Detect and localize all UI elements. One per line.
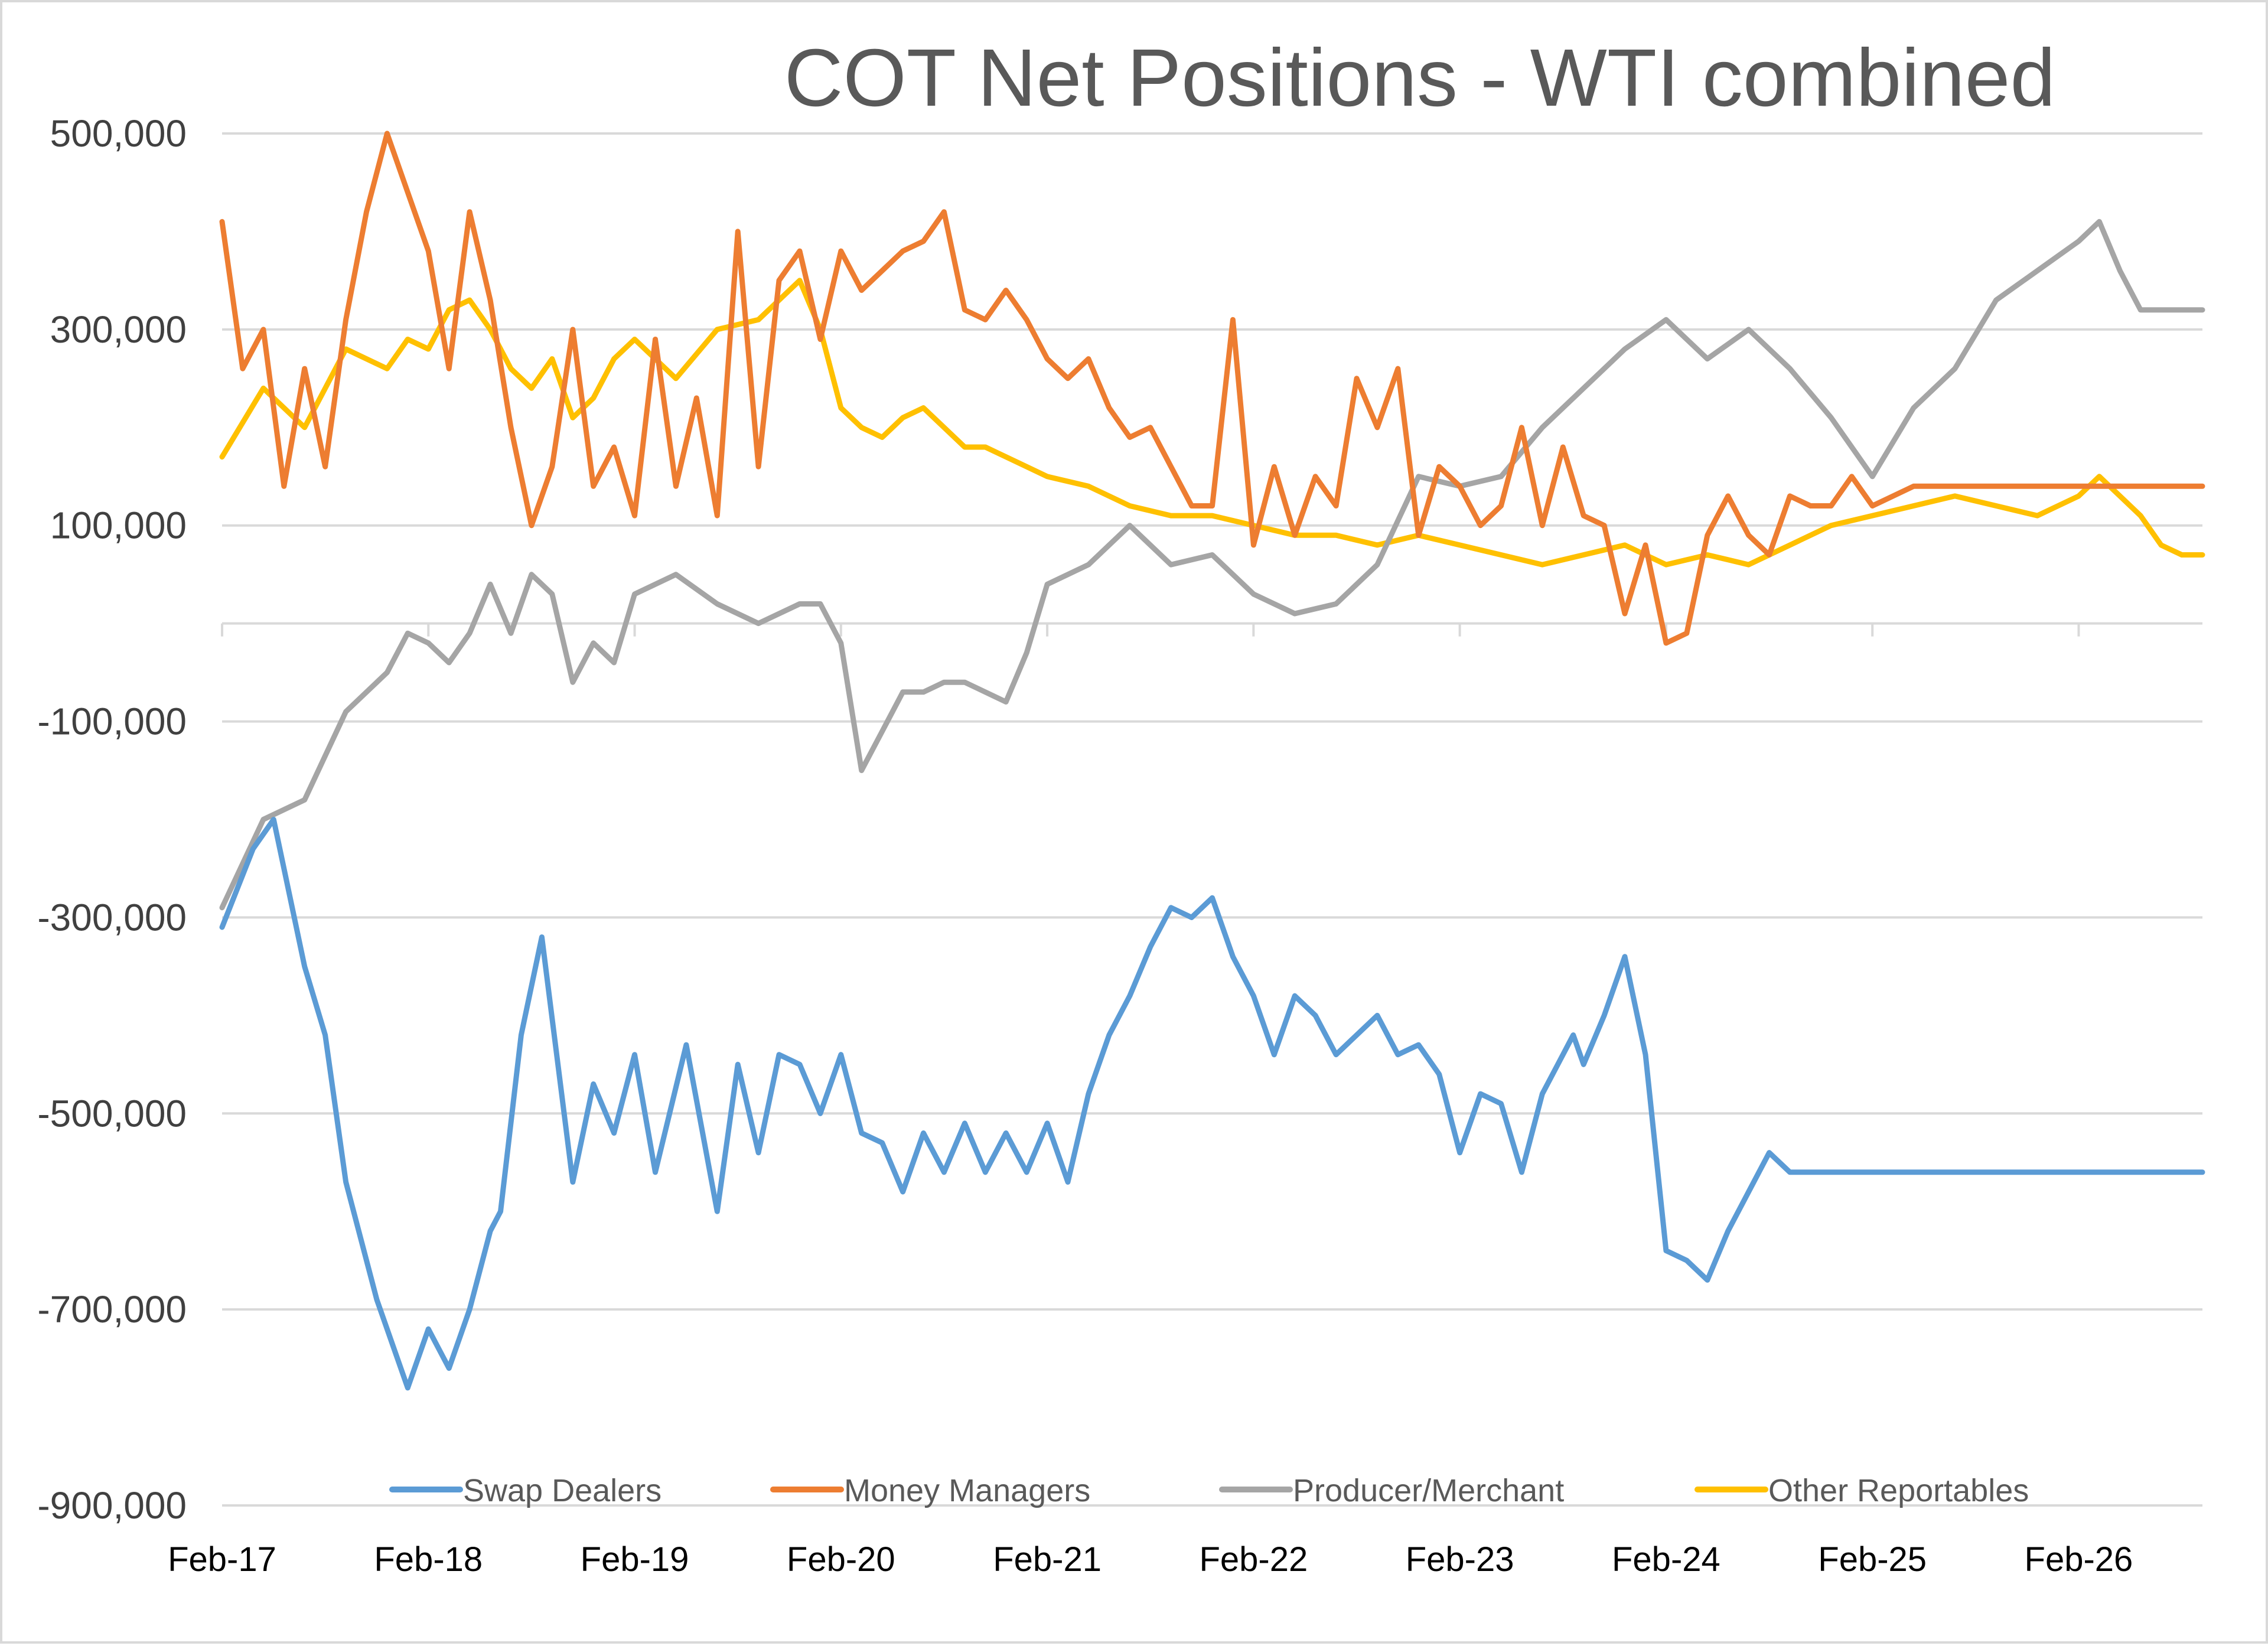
series-lines (219, 131, 2205, 1391)
x-axis-tick-labels: Feb-17 Feb-18 Feb-19 Feb-20 Feb-21 Feb-22 Feb-… (168, 1540, 2133, 1579)
legend-item-producer-merchant: Producer/Merchant (1219, 1473, 1564, 1508)
x-tick-label: Feb-22 (1199, 1540, 1308, 1579)
y-tick-label: -700,000 (37, 1288, 187, 1331)
grid-lines (222, 132, 2202, 1507)
y-tick-label: -500,000 (37, 1092, 187, 1135)
legend-item-other-reportables: Other Reportables (1695, 1473, 2029, 1508)
x-tick-label: Feb-17 (168, 1540, 276, 1579)
y-tick-label: 500,000 (50, 112, 187, 155)
x-tick-label: Feb-26 (2025, 1540, 2133, 1579)
series-line-producer-merchant (219, 219, 2205, 911)
legend-item-swap-dealers: Swap Dealers (389, 1473, 662, 1508)
x-tick-label: Feb-21 (993, 1540, 1102, 1579)
x-axis (221, 622, 2202, 637)
y-tick-label: -900,000 (37, 1484, 187, 1527)
legend-label: Swap Dealers (463, 1473, 662, 1508)
legend-label: Other Reportables (1768, 1473, 2029, 1508)
legend-label: Producer/Merchant (1293, 1473, 1564, 1508)
y-tick-label: 100,000 (50, 504, 187, 547)
y-tick-label: 300,000 (50, 308, 187, 351)
chart-title: COT Net Positions - WTI combined (784, 32, 2055, 123)
y-tick-label: -100,000 (37, 700, 187, 743)
series-line-other-reportables (219, 278, 2205, 568)
x-tick-label: Feb-23 (1406, 1540, 1514, 1579)
series-line-swap-dealers (219, 817, 2205, 1391)
legend: Swap Dealers Money Managers Producer/Merch… (389, 1473, 2029, 1508)
x-tick-label: Feb-18 (374, 1540, 483, 1579)
legend-label: Money Managers (844, 1473, 1090, 1508)
x-tick-label: Feb-25 (1818, 1540, 1927, 1579)
series-line-money-managers (219, 131, 2205, 646)
y-tick-label: -300,000 (37, 896, 187, 938)
legend-item-money-managers: Money Managers (770, 1473, 1090, 1508)
y-axis-tick-labels: 500,000 300,000 100,000 -100,000 -300,000 -50… (37, 112, 187, 1527)
x-tick-label: Feb-19 (581, 1540, 689, 1579)
x-tick-label: Feb-20 (787, 1540, 895, 1579)
x-tick-label: Feb-24 (1612, 1540, 1720, 1579)
